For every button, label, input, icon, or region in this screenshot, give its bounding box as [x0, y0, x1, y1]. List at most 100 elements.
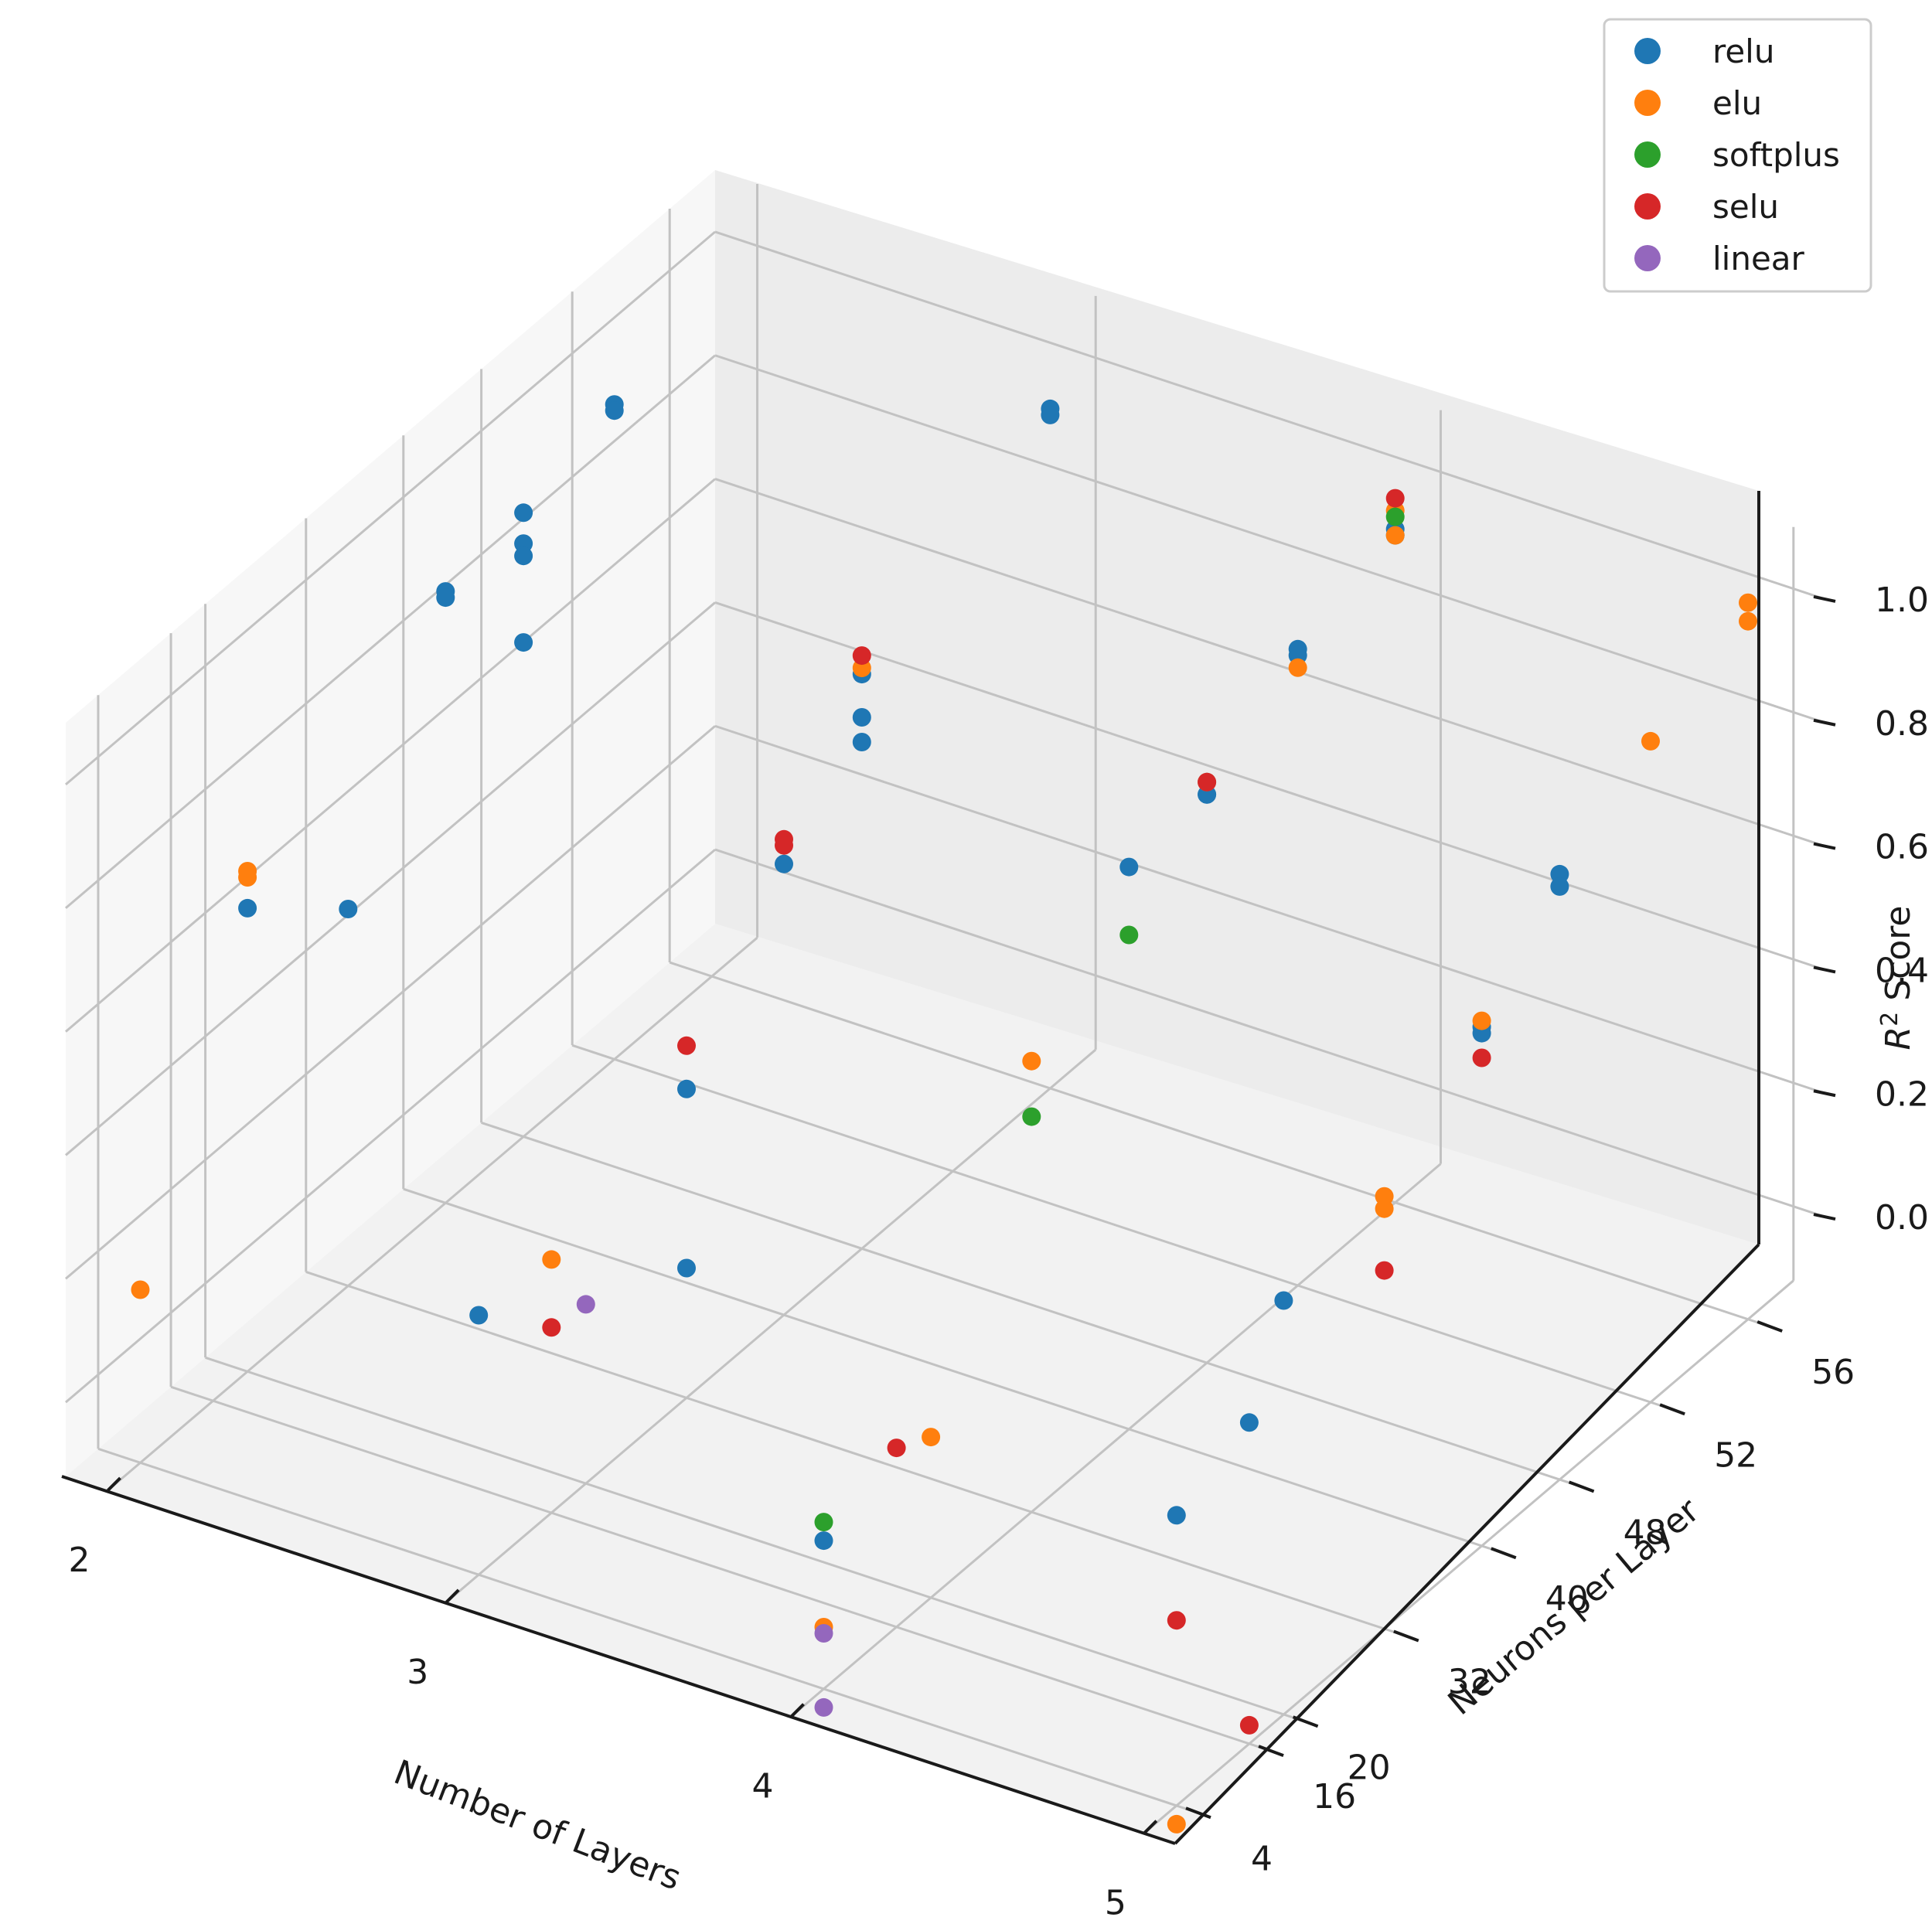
point-relu-34	[1167, 1506, 1186, 1525]
y-tick-label-32: 32	[1448, 1662, 1491, 1701]
x-grid-floor-5	[1143, 1279, 1794, 1834]
z-axis-label-sup: 2	[1876, 1012, 1903, 1027]
point-elu-17	[1375, 1199, 1394, 1218]
legend-frame	[1603, 18, 1872, 293]
point-softplus-3	[814, 1513, 833, 1532]
point-elu-2	[131, 1280, 150, 1299]
point-elu-7	[922, 1428, 941, 1447]
point-elu-4	[542, 1250, 561, 1269]
x-tick-mark-2	[107, 1476, 121, 1492]
data-points	[131, 395, 1757, 1834]
point-relu-11	[852, 708, 871, 727]
point-relu-5	[514, 503, 533, 523]
point-elu-11	[1022, 1051, 1041, 1071]
grid-lines	[65, 184, 1825, 1834]
point-softplus-2	[1022, 1107, 1041, 1126]
point-selu-4	[775, 836, 793, 855]
z-tick-mark-0.6	[1813, 842, 1836, 850]
x-grid-floor-2	[107, 936, 758, 1492]
x-tick-label-5: 5	[1105, 1884, 1126, 1917]
point-relu-32	[1274, 1291, 1293, 1310]
y-grid-floor-40	[403, 1187, 1514, 1558]
z-grid-left-1.0	[65, 230, 716, 786]
point-relu-9	[339, 900, 358, 918]
x-axis-line	[61, 1475, 1176, 1845]
y-grid-floor-16	[170, 1385, 1281, 1755]
point-selu-10	[1167, 1611, 1186, 1630]
z-tick-label-0.2: 0.2	[1875, 1074, 1929, 1114]
z-tick-mark-1.0	[1813, 594, 1836, 603]
point-selu-8	[1472, 1048, 1491, 1067]
y-tick-mark-32	[1393, 1629, 1419, 1643]
point-relu-12	[775, 854, 793, 873]
z-tick-label-0.6: 0.6	[1875, 828, 1929, 867]
point-selu-6	[1198, 772, 1217, 792]
y-grid-floor-32	[305, 1271, 1416, 1640]
x-tick-label-2: 2	[69, 1541, 90, 1580]
y-grid-floor-52	[571, 1044, 1682, 1414]
z-tick-label-1.0: 1.0	[1875, 581, 1929, 620]
point-relu-27	[814, 1531, 833, 1551]
y-grid-floor-20	[205, 1356, 1316, 1726]
point-relu-3	[436, 588, 455, 608]
y-tick-label-40: 40	[1545, 1579, 1589, 1619]
legend-items: relu elu softplus selu linear	[1634, 32, 1840, 278]
y-tick-label-20: 20	[1348, 1748, 1391, 1787]
z-grid-back-0.4	[714, 601, 1825, 971]
y-tick-label-52: 52	[1714, 1435, 1757, 1475]
point-softplus-1	[1119, 925, 1139, 945]
y-tick-mark-52	[1659, 1403, 1685, 1416]
x-tick-label-3: 3	[407, 1653, 428, 1692]
x-tick-mark-5	[1143, 1820, 1158, 1835]
z-grid-left-0.6	[65, 478, 716, 1033]
z-grid-back-0.2	[714, 724, 1825, 1095]
point-selu-11	[1239, 1715, 1259, 1735]
z-tick-mark-0.8	[1813, 718, 1836, 727]
point-relu-8	[514, 633, 533, 652]
point-selu-2	[542, 1318, 561, 1337]
z-tick-label-0.0: 0.0	[1875, 1198, 1929, 1238]
point-relu-31	[1550, 877, 1569, 896]
x-tick-label-4: 4	[751, 1767, 773, 1806]
point-linear-2	[814, 1697, 833, 1717]
z-axis-label: R2 Score	[1876, 906, 1918, 1050]
legend-label-linear: linear	[1712, 240, 1805, 278]
z-axis-label-rest: Score	[1879, 906, 1918, 1012]
point-elu-1	[238, 868, 257, 887]
y-tick-mark-16	[1258, 1745, 1284, 1758]
y-tick-label-16: 16	[1313, 1777, 1356, 1817]
x-grid-floor-3	[445, 1048, 1097, 1604]
legend-marker-softplus	[1634, 141, 1661, 168]
back-pane	[715, 170, 1759, 1245]
x-axis-label: Number of Layers	[389, 1752, 687, 1898]
z-grid-left-0.8	[65, 354, 716, 909]
x-tick-mark-3	[445, 1588, 460, 1604]
point-linear-0	[576, 1295, 595, 1314]
point-relu-4	[238, 898, 257, 918]
point-relu-26	[1119, 857, 1139, 877]
y-tick-label-4: 4	[1251, 1839, 1273, 1878]
legend: relu elu softplus selu linear	[1603, 18, 1872, 293]
y-axis-line	[1174, 1243, 1760, 1845]
point-selu-9	[1375, 1261, 1394, 1280]
z-grid-back-0.0	[714, 848, 1825, 1218]
y-grid-floor-4	[97, 1447, 1208, 1817]
y-tick-label-48: 48	[1624, 1513, 1667, 1552]
point-relu-16	[1041, 405, 1060, 424]
axis-panes	[66, 170, 1759, 1844]
legend-marker-selu	[1634, 193, 1661, 220]
z-grid-back-0.8	[714, 354, 1825, 724]
x-tick-mark-4	[790, 1703, 805, 1718]
left-pane	[66, 170, 715, 1476]
point-elu-5	[1288, 658, 1307, 677]
point-elu-18	[1167, 1814, 1186, 1834]
y-tick-mark-40	[1491, 1547, 1517, 1560]
point-softplus-0	[1385, 507, 1405, 526]
point-relu-7	[514, 546, 533, 566]
z-tick-label-0.4: 0.4	[1875, 951, 1929, 990]
point-elu-10	[1385, 526, 1405, 545]
legend-label-softplus: softplus	[1712, 136, 1840, 174]
legend-label-selu: selu	[1712, 188, 1779, 226]
y-tick-mark-4	[1185, 1806, 1211, 1820]
